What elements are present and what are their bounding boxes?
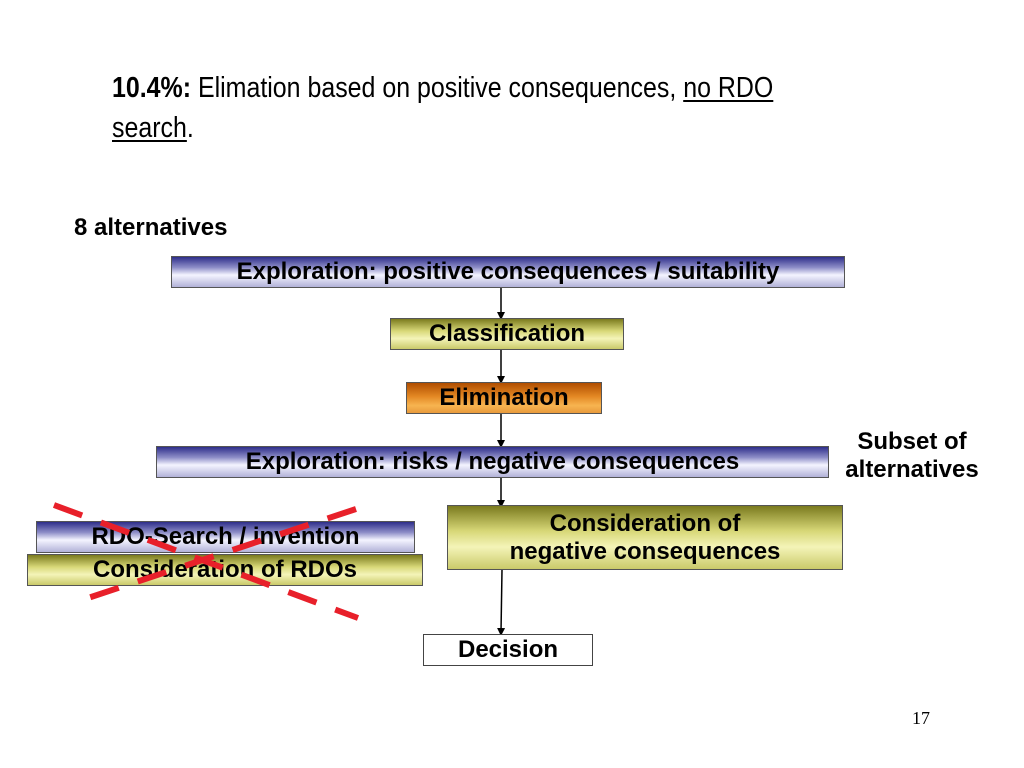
box-elimination: Elimination: [406, 382, 602, 414]
arrow-consideration-to-decision: [497, 569, 506, 636]
box-rdo-search-crossed: RDO-Search / invention: [36, 521, 415, 553]
label-8-alternatives: 8 alternatives: [74, 214, 228, 241]
box-classification: Classification: [390, 318, 624, 350]
cross-line-ascending: [75, 506, 357, 605]
consideration-negative-line2: negative consequences: [509, 537, 781, 565]
consideration-negative-line1: Consideration of: [549, 509, 741, 537]
heading-percent: 10.4%:: [112, 72, 192, 104]
label-subset-line2: alternatives: [845, 456, 979, 483]
box-decision: Decision: [423, 634, 593, 666]
label-subset-line1: Subset of: [857, 428, 967, 455]
box-consideration-rdos-crossed: Consideration of RDOs: [27, 554, 423, 586]
heading-underlined-no-rdo: no RDO: [683, 72, 774, 104]
heading-end: .: [186, 112, 194, 144]
heading-underlined-search: search: [112, 112, 187, 144]
label-subset-of-alternatives: Subset of alternatives: [832, 428, 992, 484]
slide-heading: 10.4%: Elimation based on positive conse…: [112, 68, 800, 148]
heading-text: Elimation based on positive consequences…: [191, 72, 684, 104]
box-consideration-negative: Consideration of negative consequences: [447, 505, 843, 570]
box-exploration-negative: Exploration: risks / negative consequenc…: [156, 446, 829, 478]
slide-number: 17: [912, 708, 930, 728]
box-exploration-positive: Exploration: positive consequences / sui…: [171, 256, 845, 288]
